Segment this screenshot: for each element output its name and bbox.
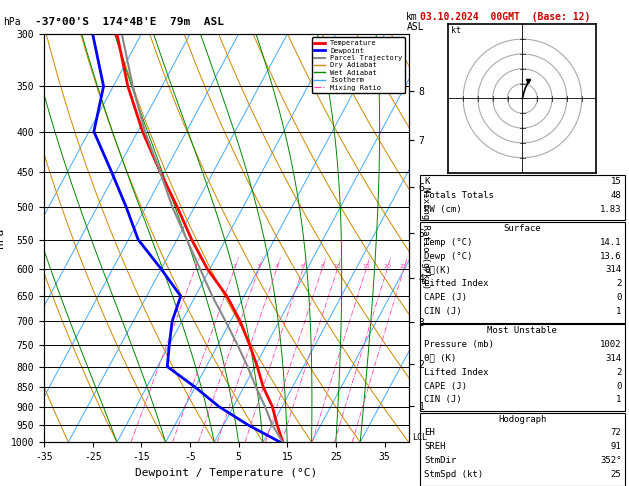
Text: LCL: LCL [413, 433, 428, 442]
Text: 1: 1 [616, 396, 621, 404]
Text: 4: 4 [275, 264, 279, 269]
Text: ASL: ASL [406, 22, 424, 32]
Text: EH: EH [424, 429, 435, 437]
Text: StmDir: StmDir [424, 456, 456, 465]
Text: 20: 20 [383, 264, 391, 269]
Text: SREH: SREH [424, 442, 445, 451]
Text: hPa: hPa [3, 17, 21, 27]
Text: 314: 314 [605, 354, 621, 363]
Text: 2: 2 [232, 264, 237, 269]
Text: 10: 10 [333, 264, 342, 269]
Text: 13.6: 13.6 [600, 252, 621, 260]
Text: 25: 25 [611, 470, 621, 479]
Text: 2: 2 [616, 279, 621, 288]
Text: km: km [406, 12, 418, 22]
Text: Totals Totals: Totals Totals [424, 191, 494, 200]
Text: 25: 25 [400, 264, 408, 269]
Text: θᴜ(K): θᴜ(K) [424, 265, 451, 275]
Text: 48: 48 [611, 191, 621, 200]
Text: kt: kt [451, 26, 461, 35]
Text: 15: 15 [611, 177, 621, 186]
Text: CAPE (J): CAPE (J) [424, 293, 467, 302]
Text: 0: 0 [616, 293, 621, 302]
Text: Dewp (°C): Dewp (°C) [424, 252, 472, 260]
Y-axis label: hPa: hPa [0, 228, 5, 248]
Text: Lifted Index: Lifted Index [424, 279, 489, 288]
Text: 352°: 352° [600, 456, 621, 465]
Text: CAPE (J): CAPE (J) [424, 382, 467, 391]
Text: Hodograph: Hodograph [498, 415, 547, 424]
Text: Most Unstable: Most Unstable [487, 326, 557, 335]
Text: -37°00'S  174°4B'E  79m  ASL: -37°00'S 174°4B'E 79m ASL [35, 17, 223, 27]
Y-axis label: Mixing Ratio (g/kg): Mixing Ratio (g/kg) [421, 187, 430, 289]
Text: CIN (J): CIN (J) [424, 396, 462, 404]
Text: Temp (°C): Temp (°C) [424, 238, 472, 247]
Text: Lifted Index: Lifted Index [424, 368, 489, 377]
Text: 3: 3 [257, 264, 261, 269]
Text: 14.1: 14.1 [600, 238, 621, 247]
Text: Surface: Surface [504, 224, 541, 233]
Text: 2: 2 [616, 368, 621, 377]
Text: 8: 8 [320, 264, 324, 269]
Text: 1.83: 1.83 [600, 205, 621, 214]
Text: K: K [424, 177, 430, 186]
Text: 03.10.2024  00GMT  (Base: 12): 03.10.2024 00GMT (Base: 12) [420, 12, 591, 22]
Text: StmSpd (kt): StmSpd (kt) [424, 470, 483, 479]
Text: θᴜ (K): θᴜ (K) [424, 354, 456, 363]
X-axis label: Dewpoint / Temperature (°C): Dewpoint / Temperature (°C) [135, 468, 318, 478]
Text: 1: 1 [193, 264, 197, 269]
Text: 314: 314 [605, 265, 621, 275]
Text: PW (cm): PW (cm) [424, 205, 462, 214]
Text: 6: 6 [301, 264, 305, 269]
Text: 0: 0 [616, 382, 621, 391]
Text: 1002: 1002 [600, 340, 621, 349]
Text: 1: 1 [616, 307, 621, 316]
Legend: Temperature, Dewpoint, Parcel Trajectory, Dry Adiabat, Wet Adiabat, Isotherm, Mi: Temperature, Dewpoint, Parcel Trajectory… [311, 37, 405, 93]
Text: CIN (J): CIN (J) [424, 307, 462, 316]
Text: 91: 91 [611, 442, 621, 451]
Text: 15: 15 [362, 264, 370, 269]
Text: 72: 72 [611, 429, 621, 437]
Text: Pressure (mb): Pressure (mb) [424, 340, 494, 349]
